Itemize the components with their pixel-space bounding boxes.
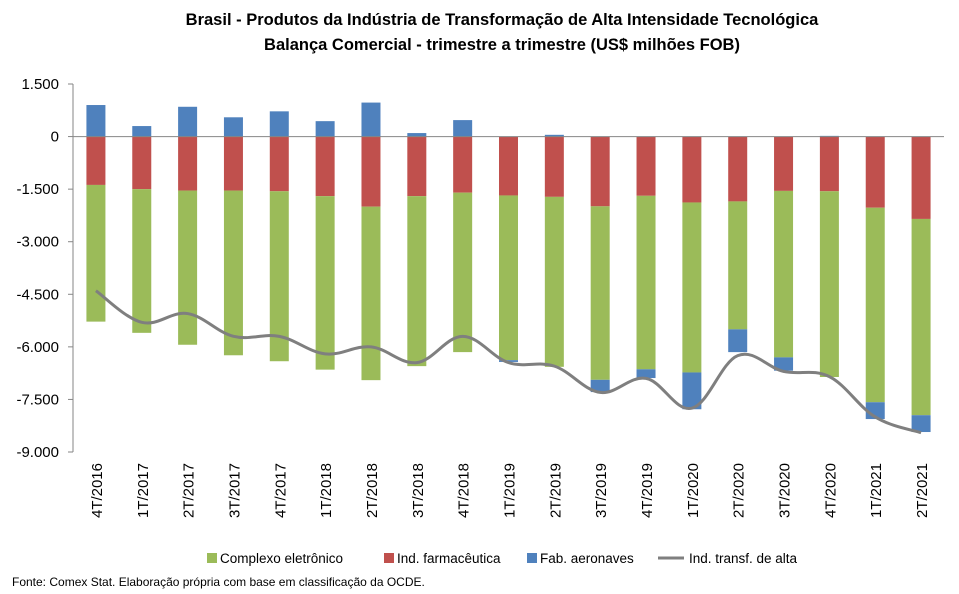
- bar-area: [86, 102, 931, 433]
- bar-complexo-eletr-nico: [315, 196, 335, 370]
- legend-label: Ind. transf. de alta: [689, 551, 798, 566]
- bar-fab-aeronaves: [178, 106, 198, 137]
- x-tick-label: 1T/2018: [318, 463, 335, 518]
- y-axis-ticks: 1.500 0 -1.500 -3.000 -4.500 -6.000 -7.500 -9.0…: [16, 76, 73, 461]
- x-tick-label: 2T/2017: [181, 463, 198, 518]
- legend-swatch: [207, 553, 217, 563]
- y-tick-label: 0: [51, 129, 59, 146]
- bar-fab-aeronaves: [636, 369, 656, 379]
- bar-ind-farmac-utica: [911, 136, 931, 219]
- bar-fab-aeronaves: [407, 133, 427, 137]
- bar-ind-farmac-utica: [315, 136, 335, 197]
- bar-ind-farmac-utica: [499, 136, 518, 196]
- bar-fab-aeronaves: [361, 102, 381, 137]
- y-tick-label: 1.500: [21, 76, 59, 93]
- bar-complexo-eletr-nico: [911, 218, 931, 416]
- legend-label: Complexo eletrônico: [220, 551, 343, 566]
- y-tick-label: -3.000: [16, 234, 59, 251]
- bar-ind-farmac-utica: [774, 136, 794, 191]
- chart-subtitle: Balança Comercial - trimestre a trimestr…: [264, 36, 740, 54]
- bar-complexo-eletr-nico: [774, 190, 794, 358]
- line-series-group: [95, 289, 922, 435]
- x-tick-label: 4T/2016: [89, 463, 106, 518]
- bar-ind-farmac-utica: [636, 136, 656, 196]
- bar-fab-aeronaves: [590, 379, 610, 393]
- bar-fab-aeronaves: [728, 329, 748, 353]
- bar-fab-aeronaves: [315, 121, 335, 137]
- bar-fab-aeronaves: [774, 357, 794, 371]
- bar-complexo-eletr-nico: [728, 201, 748, 330]
- bar-ind-farmac-utica: [178, 136, 198, 191]
- source-note: Fonte: Comex Stat. Elaboração própria co…: [12, 575, 425, 589]
- bar-ind-farmac-utica: [361, 136, 381, 207]
- x-tick-label: 4T/2018: [456, 463, 473, 518]
- bar-complexo-eletr-nico: [269, 191, 289, 362]
- bar-fab-aeronaves: [544, 134, 564, 137]
- x-tick-label: 1T/2019: [502, 463, 519, 518]
- x-tick-label: 2T/2020: [731, 463, 748, 518]
- bar-ind-farmac-utica: [682, 136, 702, 203]
- bar-ind-farmac-utica: [407, 136, 427, 197]
- chart-title: Brasil - Produtos da Indústria de Transf…: [186, 11, 819, 29]
- bar-ind-farmac-utica: [86, 136, 106, 185]
- x-tick-label: 2T/2019: [547, 463, 564, 518]
- x-tick-label: 2T/2018: [364, 463, 381, 518]
- bar-ind-farmac-utica: [865, 136, 885, 208]
- bar-complexo-eletr-nico: [453, 192, 473, 353]
- x-tick-label: 3T/2019: [593, 463, 610, 518]
- y-tick-label: -4.500: [16, 286, 59, 303]
- x-tick-label: 1T/2021: [868, 463, 885, 518]
- bar-complexo-eletr-nico: [223, 190, 243, 356]
- legend-label: Fab. aeronaves: [540, 551, 634, 566]
- bar-complexo-eletr-nico: [499, 195, 518, 361]
- bar-complexo-eletr-nico: [178, 190, 198, 345]
- bar-complexo-eletr-nico: [865, 207, 885, 403]
- y-tick-label: -6.000: [16, 339, 59, 356]
- legend-label: Ind. farmacêutica: [397, 551, 501, 566]
- x-tick-label: 4T/2019: [639, 463, 656, 518]
- bar-ind-farmac-utica: [269, 136, 289, 192]
- bar-complexo-eletr-nico: [819, 191, 839, 377]
- bar-fab-aeronaves: [132, 126, 152, 137]
- bar-complexo-eletr-nico: [636, 195, 656, 370]
- bar-complexo-eletr-nico: [590, 206, 610, 380]
- bar-ind-farmac-utica: [590, 136, 610, 207]
- bar-fab-aeronaves: [223, 117, 243, 137]
- x-tick-label: 1T/2020: [685, 463, 702, 518]
- bar-ind-farmac-utica: [544, 136, 564, 197]
- bar-ind-farmac-utica: [728, 136, 748, 202]
- bar-ind-farmac-utica: [819, 136, 839, 192]
- bar-fab-aeronaves: [911, 415, 931, 433]
- bar-complexo-eletr-nico: [132, 189, 152, 333]
- legend: Complexo eletrônico Ind. farmacêutica Fab.…: [207, 551, 798, 566]
- y-tick-label: -7.500: [16, 391, 59, 408]
- bar-fab-aeronaves: [682, 372, 702, 410]
- y-tick-label: -9.000: [16, 444, 59, 461]
- x-tick-label: 2T/2021: [914, 463, 931, 518]
- bar-complexo-eletr-nico: [407, 196, 427, 367]
- bar-ind-farmac-utica: [132, 136, 152, 190]
- bar-fab-aeronaves: [453, 120, 473, 137]
- bar-complexo-eletr-nico: [682, 202, 702, 373]
- x-axis-ticks: 4T/2016 1T/2017 2T/2017 3T/2017 4T/2017 1T/20…: [89, 463, 931, 518]
- y-tick-label: -1.500: [16, 181, 59, 198]
- bar-ind-farmac-utica: [453, 136, 473, 193]
- x-tick-label: 3T/2020: [777, 463, 794, 518]
- line-ind-transf-de-alta: [95, 289, 922, 435]
- x-tick-label: 3T/2018: [410, 463, 427, 518]
- x-tick-label: 4T/2017: [272, 463, 289, 518]
- bar-ind-farmac-utica: [223, 136, 243, 191]
- bar-complexo-eletr-nico: [544, 196, 564, 367]
- legend-swatch: [527, 553, 537, 563]
- bar-complexo-eletr-nico: [361, 206, 381, 381]
- legend-swatch: [384, 553, 394, 563]
- x-tick-label: 4T/2020: [822, 463, 839, 518]
- bar-fab-aeronaves: [269, 111, 289, 137]
- x-tick-label: 3T/2017: [226, 463, 243, 518]
- bar-fab-aeronaves: [86, 105, 106, 137]
- bar-complexo-eletr-nico: [86, 184, 106, 322]
- x-tick-label: 1T/2017: [135, 463, 152, 518]
